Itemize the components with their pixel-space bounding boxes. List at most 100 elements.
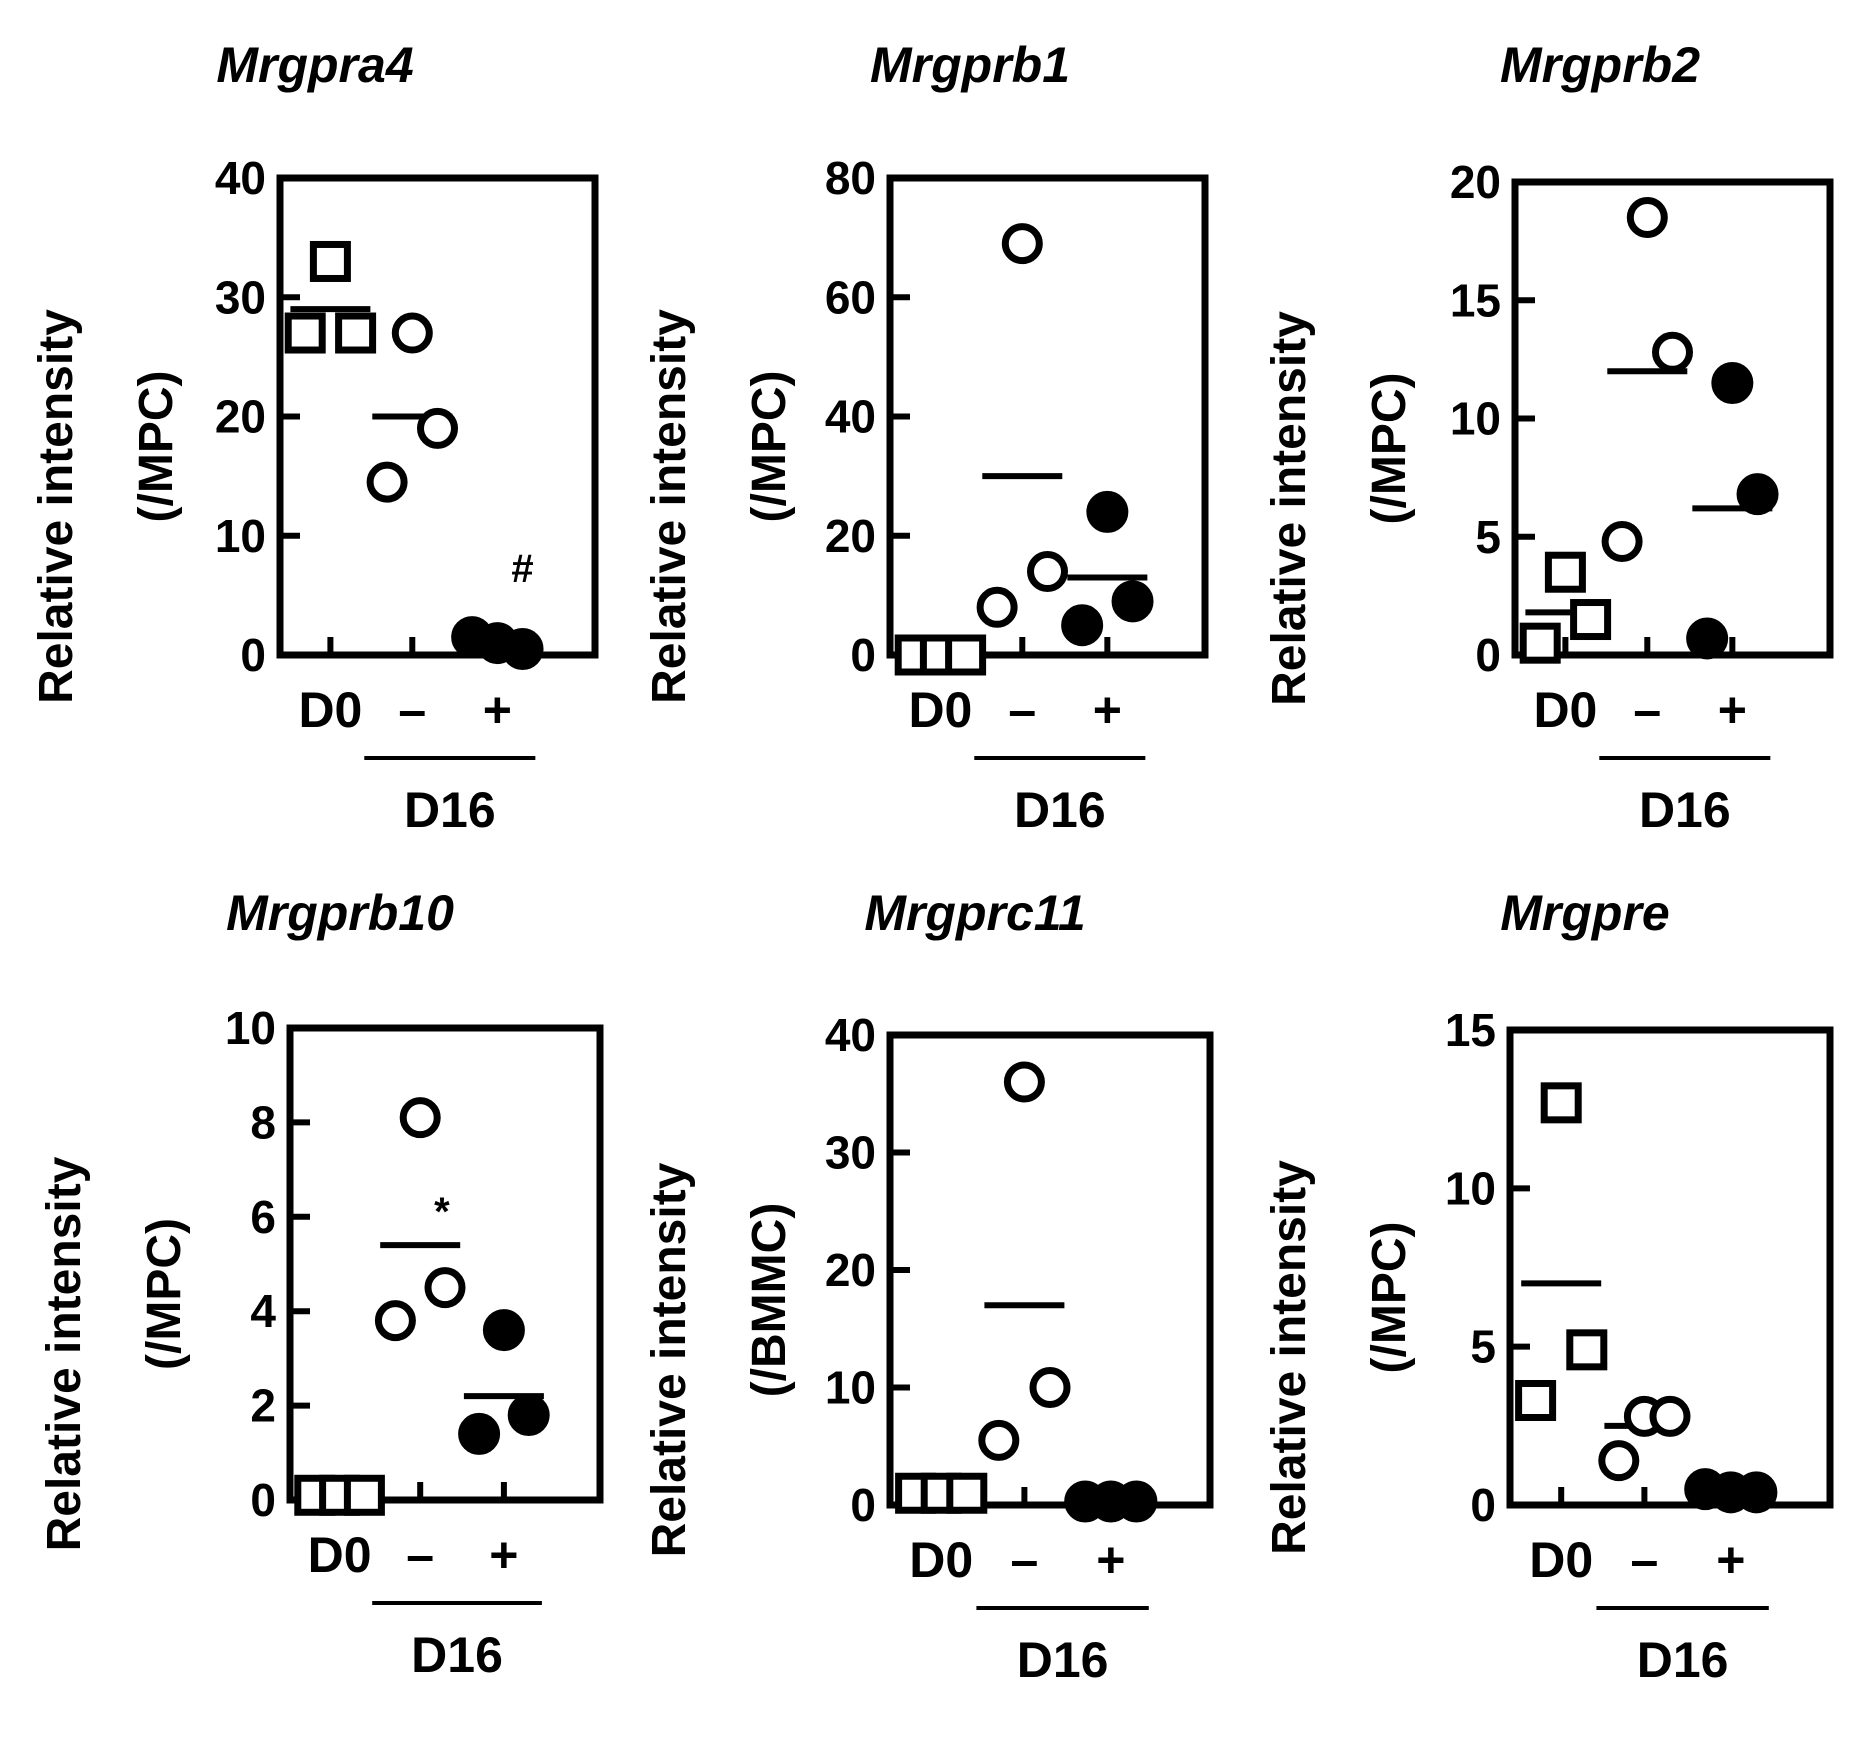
x-category-label: +: [1718, 682, 1747, 738]
y-axis-label: Relative intensity: [1263, 1160, 1316, 1555]
panel-mrgpre: Mrgpre 0 5 10 15 Relative intensity (/MPC) D0– +…: [1263, 885, 1834, 1688]
data-point-d16-treated: [501, 628, 544, 671]
data-point-d16-untreated: [417, 407, 458, 449]
x-category-label: +: [1716, 1532, 1745, 1588]
y-tick-label: 6: [250, 1191, 276, 1243]
panel-mrgprb10: Mrgprb10 0 2 4 6 8 10 Relative intensity (/MPC) D…: [38, 885, 604, 1683]
data-point-d16-untreated: [1598, 1440, 1640, 1482]
y-tick-label: 10: [215, 510, 266, 562]
x-category-label: –: [1633, 682, 1661, 738]
x-category-label: D0: [298, 682, 362, 738]
panel-mrgprc11: Mrgprc11 0 10 20 30 40 Relative intensity (/BMM…: [643, 885, 1214, 1688]
data-point-d16-untreated: [1027, 551, 1068, 593]
y-tick-label: 20: [825, 1244, 876, 1296]
plot-frame: [286, 1024, 604, 1504]
y-tick-label: 0: [850, 1479, 876, 1531]
y-tick-label: 30: [215, 271, 266, 323]
y-tick-label: 40: [825, 1009, 876, 1061]
x-category-label: D0: [308, 1527, 372, 1583]
data-point-d16-untreated: [1003, 1061, 1045, 1103]
data-point-d0: [1540, 1082, 1582, 1124]
y-axis-label: Relative intensity: [643, 309, 696, 704]
data-point-d16-treated: [1735, 1471, 1778, 1514]
x-category-label: –: [1008, 682, 1036, 738]
data-point-d16-untreated: [1649, 1395, 1691, 1437]
panel-mrgpra4: Mrgpra4 0 10 20 30 40 Relative intensity (/MPC)…: [30, 37, 599, 838]
data-point-d16-untreated: [976, 586, 1018, 628]
data-point-d16-treated: [1711, 362, 1754, 405]
panel-title: Mrgpre: [1500, 885, 1669, 941]
data-point-d0: [1544, 551, 1586, 593]
y-tick-label: 20: [825, 510, 876, 562]
x-category-label: –: [406, 1527, 434, 1583]
y-tick-label: 10: [825, 1362, 876, 1414]
x-category-label: +: [1093, 682, 1122, 738]
data-point-d0: [309, 240, 351, 282]
y-tick-label: 30: [825, 1127, 876, 1179]
y-axis-unit: (/MPC): [130, 371, 183, 523]
data-point-d16-untreated: [424, 1267, 466, 1309]
y-tick-label: 0: [240, 629, 266, 681]
y-tick-label: 60: [825, 271, 876, 323]
y-axis-unit: (/BMMC): [743, 1203, 796, 1398]
x-category-label: D0: [1533, 682, 1597, 738]
data-point-d16-treated: [1736, 473, 1779, 516]
data-point-d16-untreated: [978, 1419, 1020, 1461]
y-tick-label: 8: [250, 1096, 276, 1148]
y-tick-label: 2: [250, 1380, 276, 1432]
data-point-d16-untreated: [391, 312, 433, 354]
group-label: D16: [411, 1627, 503, 1683]
y-tick-label: 4: [250, 1285, 276, 1337]
group-label: D16: [1014, 782, 1106, 838]
y-axis-label: Relative intensity: [38, 1156, 91, 1551]
plot-frame: [886, 1031, 1214, 1509]
data-point-d0: [343, 1474, 385, 1516]
data-point-d16-treated: [1086, 490, 1129, 533]
y-axis-unit: (/MPC): [1363, 1222, 1416, 1374]
y-tick-label: 0: [1470, 1479, 1496, 1531]
y-tick-label: 10: [1445, 1162, 1496, 1214]
group-label: D16: [1017, 1632, 1109, 1688]
data-point-d0: [946, 1472, 988, 1514]
y-tick-label: 40: [215, 152, 266, 204]
y-tick-label: 5: [1475, 511, 1501, 563]
data-point-d16-treated: [1111, 580, 1154, 623]
data-point-d16-untreated: [1652, 331, 1693, 373]
data-point-d16-untreated: [1626, 196, 1668, 238]
x-category-label: +: [489, 1527, 518, 1583]
data-point-d0: [1570, 599, 1612, 641]
y-axis-label: Relative intensity: [30, 309, 83, 704]
x-category-label: D0: [908, 682, 972, 738]
x-category-label: +: [1096, 1532, 1125, 1588]
group-label: D16: [404, 782, 496, 838]
y-tick-label: 20: [1450, 156, 1501, 208]
y-axis-unit: (/MPC): [743, 371, 796, 523]
data-point-d16-treated: [1686, 617, 1729, 660]
y-tick-label: 0: [250, 1474, 276, 1526]
data-point-d16-untreated: [366, 461, 408, 503]
data-point-d16-treated: [1115, 1480, 1158, 1523]
y-tick-label: 40: [825, 391, 876, 443]
y-tick-label: 0: [850, 629, 876, 681]
data-point-d16-untreated: [1601, 520, 1643, 562]
y-tick-label: 10: [1450, 393, 1501, 445]
panel-mrgprb1: Mrgprb1 0 20 40 60 80 Relative intensity (/MPC)…: [643, 37, 1209, 838]
plot-frame: [1506, 1026, 1834, 1509]
significance-marker: #: [511, 547, 533, 591]
data-point-d0: [945, 634, 987, 676]
data-point-d0: [1566, 1329, 1608, 1371]
data-point-d16-untreated: [399, 1097, 441, 1139]
data-point-d16-treated: [507, 1394, 550, 1437]
data-point-d0: [284, 312, 326, 354]
x-category-label: –: [1630, 1532, 1658, 1588]
data-point-d0: [1519, 622, 1561, 664]
x-category-label: –: [398, 682, 426, 738]
x-category-label: +: [483, 682, 512, 738]
panel-title: Mrgprb2: [1500, 37, 1700, 93]
y-axis-label: Relative intensity: [1263, 311, 1316, 706]
y-tick-label: 80: [825, 152, 876, 204]
data-point-d16-untreated: [1001, 223, 1043, 265]
data-point-d16-untreated: [374, 1300, 416, 1342]
data-point-d0: [1515, 1380, 1557, 1421]
